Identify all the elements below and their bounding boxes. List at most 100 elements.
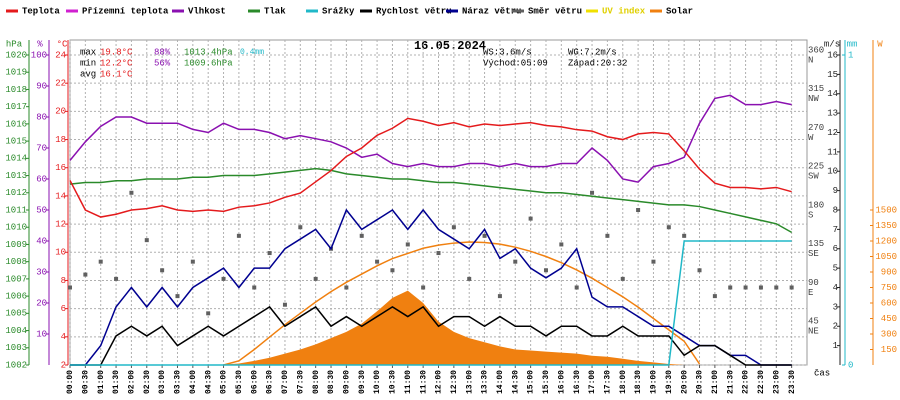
tick-label: 13 xyxy=(827,109,838,119)
direction-point xyxy=(467,276,472,281)
direction-point xyxy=(697,268,702,273)
legend-label: Vlhkost xyxy=(188,6,226,16)
direction-point xyxy=(728,285,733,290)
x-tick-label: 22:30 xyxy=(757,370,766,394)
direction-point xyxy=(620,276,625,281)
tick-label: 1012 xyxy=(5,188,27,198)
legend-label: UV index xyxy=(602,6,646,16)
direction-point xyxy=(175,294,180,299)
direction-point xyxy=(252,285,257,290)
tick-label: S xyxy=(808,210,813,220)
direction-point xyxy=(774,285,779,290)
tick-label: 1009 xyxy=(5,240,27,250)
tick-label: 100 xyxy=(31,50,47,60)
x-tick-label: 07:00 xyxy=(281,370,290,394)
direction-point xyxy=(574,285,579,290)
direction-point xyxy=(513,259,518,264)
tick-label: 1014 xyxy=(5,154,27,164)
tick-label: 16 xyxy=(827,50,838,60)
tick-label: 70 xyxy=(36,143,47,153)
tick-label: 1007 xyxy=(5,274,27,284)
direction-point xyxy=(666,225,671,230)
x-tick-label: 10:00 xyxy=(373,370,382,394)
stat-text: Východ:05:09 xyxy=(483,58,548,68)
x-tick-label: 14:30 xyxy=(511,370,520,394)
direction-point xyxy=(68,285,72,290)
tick-label: 1 xyxy=(848,50,853,60)
tick-label: 18 xyxy=(55,135,66,145)
x-tick-label: 15:00 xyxy=(527,370,536,394)
legend-label: Tlak xyxy=(264,6,286,16)
tick-label: 10 xyxy=(55,248,66,258)
x-tick-label: 16:00 xyxy=(557,370,566,394)
series-line xyxy=(69,167,793,234)
tick-label: 1003 xyxy=(5,343,27,353)
series-line xyxy=(223,241,701,366)
tick-label: 40 xyxy=(36,236,47,246)
stat-text: 88% xyxy=(154,47,171,57)
x-tick-label: 12:00 xyxy=(435,370,444,394)
x-tick-label: 02:00 xyxy=(128,370,137,394)
tick-label: 1350 xyxy=(875,221,897,231)
tick-label: 225 xyxy=(808,162,824,172)
tick-label: 1008 xyxy=(5,257,27,267)
tick-label: 5 xyxy=(833,264,838,274)
x-tick-label: 17:30 xyxy=(604,370,613,394)
stat-text: WG:7.2m/s xyxy=(568,47,617,57)
legend-label: Teplota xyxy=(22,6,60,16)
direction-point xyxy=(436,251,441,256)
x-tick-label: 00:00 xyxy=(66,370,75,394)
tick-label: 6 xyxy=(61,304,66,314)
tick-label: 2 xyxy=(61,360,66,370)
direction-point xyxy=(129,190,134,195)
tick-label: 270 xyxy=(808,123,824,133)
tick-label: 8 xyxy=(833,205,838,215)
tick-label: 1010 xyxy=(5,223,27,233)
direction-point xyxy=(160,268,165,273)
legend-label: Srážky xyxy=(322,6,355,16)
tick-label: 1015 xyxy=(5,136,27,146)
tick-label: 1006 xyxy=(5,291,27,301)
x-tick-label: 09:30 xyxy=(358,370,367,394)
tick-label: 1 xyxy=(833,341,838,351)
axis-unit: hPa xyxy=(6,39,23,49)
direction-point xyxy=(651,259,656,264)
tick-label: 1005 xyxy=(5,309,27,319)
tick-label: 14 xyxy=(827,89,838,99)
direction-point xyxy=(206,311,211,316)
legend-label: Přízemní teplota xyxy=(82,6,169,16)
direction-point xyxy=(98,259,103,264)
tick-label: SE xyxy=(808,249,819,259)
tick-label: 8 xyxy=(61,276,66,286)
x-tick-label: 07:30 xyxy=(296,370,305,394)
tick-label: 1020 xyxy=(5,50,27,60)
direction-point xyxy=(236,233,241,238)
direction-point xyxy=(543,268,548,273)
tick-label: SW xyxy=(808,172,819,182)
x-tick-label: 19:30 xyxy=(665,370,674,394)
x-tick-label: 14:00 xyxy=(496,370,505,394)
direction-point xyxy=(282,302,287,307)
x-tick-label: 04:30 xyxy=(204,370,213,394)
stat-text: WS:3.6m/s xyxy=(483,47,532,57)
legend-label: Rychlost větru xyxy=(376,6,452,16)
tick-label: 900 xyxy=(881,267,897,277)
tick-label: 300 xyxy=(881,329,897,339)
stat-text: 1013.4hPa xyxy=(184,47,233,57)
axis-unit: % xyxy=(37,39,43,49)
tick-label: 10 xyxy=(827,167,838,177)
tick-label: W xyxy=(808,133,814,143)
direction-point xyxy=(144,238,149,243)
x-tick-label: 23:00 xyxy=(772,370,781,394)
tick-label: 30 xyxy=(36,267,47,277)
tick-label: 1013 xyxy=(5,171,27,181)
direction-point xyxy=(451,225,456,230)
tick-label: 1018 xyxy=(5,85,27,95)
direction-point xyxy=(421,285,426,290)
x-tick-label: 09:00 xyxy=(342,370,351,394)
stat-text: 0.4mm xyxy=(240,48,264,57)
direction-point xyxy=(221,276,226,281)
x-tick-label: 11:00 xyxy=(404,370,413,394)
tick-label: 1016 xyxy=(5,119,27,129)
stat-text: min xyxy=(80,58,96,68)
